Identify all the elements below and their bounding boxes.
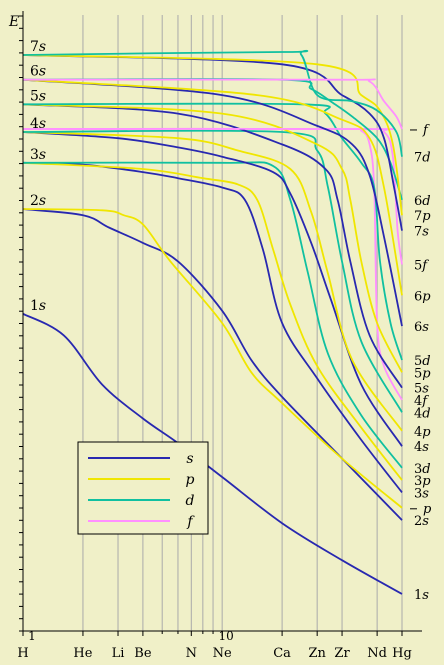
legend-label-p: p	[186, 472, 195, 488]
x-tick-label: Zr	[334, 646, 350, 661]
legend-label-d: d	[186, 493, 195, 509]
x-number-label: 1	[28, 629, 36, 643]
right-label-5d: 5d	[414, 354, 431, 369]
left-label-5s: 5s	[30, 88, 46, 104]
right-label-5p: 5p	[414, 366, 431, 381]
series-6s	[22, 78, 403, 327]
right-label-5s: 5s	[414, 382, 429, 397]
right-label-6d: 6d	[414, 194, 431, 209]
right-label-p: p	[423, 502, 432, 517]
right-label-7s: 7s	[414, 225, 429, 240]
series-7p	[22, 54, 403, 216]
right-label-4s: 4s	[414, 440, 429, 455]
right-label-4f: 4f	[414, 394, 429, 409]
series-5f	[22, 127, 403, 265]
right-label-4p: 4p	[414, 425, 431, 440]
series-2p	[22, 208, 403, 509]
right-label-7p: 7p	[414, 209, 431, 224]
series-2s	[22, 208, 403, 521]
series-5p	[22, 103, 403, 373]
right-label-f: f	[422, 123, 430, 138]
x-tick-label: H	[17, 646, 28, 661]
x-tick-label: N	[186, 646, 197, 661]
legend-label-f: f	[186, 514, 195, 530]
x-tick-label: Zn	[308, 646, 326, 661]
right-label-3d: 3d	[414, 462, 431, 477]
series-7d	[22, 49, 403, 157]
right-label-5f: 5f	[414, 258, 429, 273]
series-3d	[22, 161, 403, 469]
x-tick-label: Nd	[367, 646, 387, 661]
left-label-6s: 6s	[30, 64, 46, 80]
series-4d	[22, 129, 403, 413]
x-tick-label: Be	[134, 646, 152, 661]
series-3s	[22, 161, 403, 493]
left-label-1s: 1s	[30, 298, 46, 314]
right-label-7d: 7d	[414, 151, 431, 166]
chart-x-tick-labels: H He Li Be N Ne Ca Zn Zr Nd Hg 1 10	[17, 629, 412, 661]
right-label-6s: 6s	[414, 320, 429, 335]
x-tick-label: Ca	[273, 646, 291, 661]
right-label-2s: 2s	[414, 514, 429, 529]
left-label-4s: 4s	[30, 116, 46, 132]
left-label-7s: 7s	[30, 39, 46, 55]
legend-label-s: s	[186, 451, 193, 467]
right-label-6p: 6p	[414, 289, 431, 304]
right-label-3p: 3p	[414, 474, 431, 489]
x-tick-label: Ne	[213, 646, 232, 661]
y-axis-label: E	[8, 14, 19, 30]
series-4p	[22, 131, 403, 432]
right-label-4d: 4d	[414, 406, 431, 421]
x-tick-label: Hg	[392, 646, 412, 661]
chart-frame	[19, 11, 422, 636]
x-number-label: 10	[219, 629, 234, 643]
series-3p	[22, 161, 403, 481]
chart-left-labels: 7s 6s 5s 4s 3s 2s 1s	[30, 39, 46, 314]
series-5d	[22, 102, 403, 361]
chart-series-lines	[22, 49, 403, 595]
right-label-3s: 3s	[414, 486, 429, 501]
x-tick-label: He	[73, 646, 92, 661]
left-label-2s: 2s	[30, 193, 46, 209]
series-6p	[22, 78, 403, 296]
series-5s	[22, 103, 403, 389]
left-label-3s: 3s	[30, 147, 46, 163]
right-label-1s: 1s	[414, 588, 429, 603]
series-f	[22, 78, 403, 130]
x-tick-label: Li	[112, 646, 125, 661]
